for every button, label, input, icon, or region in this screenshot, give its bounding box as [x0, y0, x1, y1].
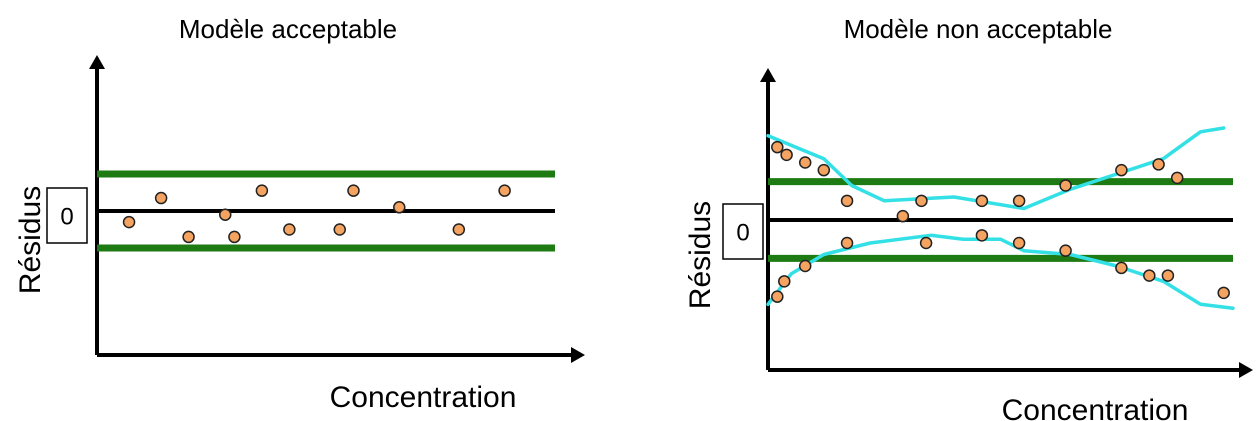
- residual-point: [840, 194, 854, 208]
- zero-label: 0: [60, 204, 73, 231]
- residual-point: [1152, 158, 1165, 171]
- residual-point: [347, 184, 360, 197]
- residual-point: [915, 194, 928, 208]
- residual-point: [1012, 236, 1026, 250]
- residual-point: [255, 184, 269, 197]
- residual-point: [798, 156, 812, 169]
- residual-point: [283, 223, 296, 236]
- residual-point: [498, 184, 511, 197]
- residual-point: [798, 259, 812, 273]
- residual-point: [228, 230, 241, 244]
- y-axis-arrow: [89, 55, 105, 69]
- chart-title: Modèle non acceptable: [844, 14, 1113, 44]
- residual-point: [1115, 261, 1128, 275]
- residual-point: [393, 201, 406, 214]
- residual-point: [975, 229, 989, 242]
- x-axis-label: Concentration: [1002, 394, 1189, 421]
- x-axis-label: Concentration: [330, 381, 517, 414]
- lower-trend-line: [766, 233, 1235, 310]
- residual-point: [122, 215, 136, 229]
- chart-acceptable: Modèle acceptable 0 Résidus Concentration: [14, 14, 585, 414]
- y-axis-label: Résidus: [684, 201, 717, 309]
- zero-label: 0: [736, 220, 749, 247]
- zero-label-box: [46, 187, 88, 244]
- residual-point: [452, 223, 466, 236]
- residual-point: [1217, 286, 1230, 300]
- residual-point: [1012, 194, 1026, 208]
- residual-point: [975, 194, 989, 208]
- residual-point: [780, 148, 793, 162]
- x-axis-arrow: [1239, 362, 1253, 378]
- residual-point: [1170, 171, 1184, 185]
- residual-point: [1059, 244, 1072, 257]
- residual-point: [840, 236, 854, 250]
- residual-point: [154, 191, 168, 205]
- residual-point: [1059, 179, 1072, 192]
- residual-point: [333, 223, 346, 236]
- residual-point: [1143, 269, 1156, 282]
- zero-label-box: [722, 203, 764, 260]
- residual-point: [778, 275, 791, 288]
- residual-point: [1115, 163, 1128, 177]
- residual-point: [182, 230, 195, 244]
- residual-point: [1161, 269, 1175, 282]
- y-axis-arrow: [760, 68, 776, 82]
- residual-point: [919, 236, 933, 250]
- chart-title: Modèle acceptable: [179, 14, 397, 44]
- residual-point: [771, 290, 784, 303]
- residual-point: [896, 209, 910, 223]
- y-axis-label: Résidus: [14, 186, 47, 294]
- residual-point: [817, 163, 831, 177]
- x-axis-arrow: [571, 347, 585, 363]
- residual-point: [771, 140, 784, 154]
- upper-trend-line: [766, 126, 1226, 211]
- residual-point: [218, 208, 232, 221]
- chart-non-acceptable: Modèle non acceptable 0 Résidus Concentrati…: [684, 14, 1253, 421]
